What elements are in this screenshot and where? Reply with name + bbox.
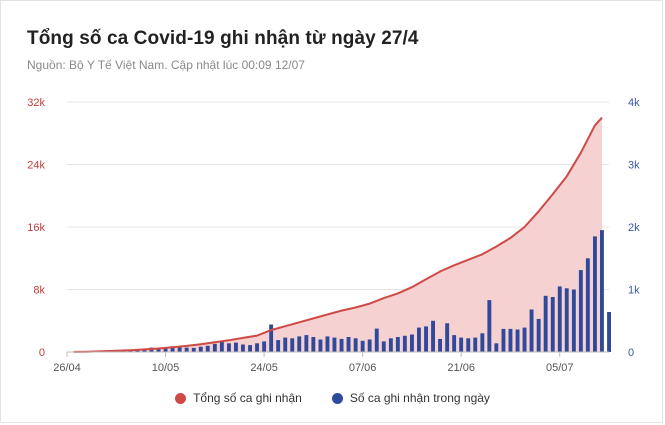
daily-bar — [184, 347, 189, 352]
daily-bar — [177, 347, 182, 352]
daily-bar — [227, 343, 231, 353]
legend-item-daily[interactable]: Số ca ghi nhận trong ngày — [331, 391, 490, 405]
y-left-tick-label: 8k — [33, 285, 45, 297]
x-tick-label: 21/06 — [447, 362, 475, 374]
chart-title: Tổng số ca Covid-19 ghi nhận từ ngày 27/… — [27, 28, 419, 49]
y-right-tick-label: 0 — [628, 347, 634, 359]
daily-bar — [290, 338, 295, 353]
daily-bar — [593, 236, 597, 352]
daily-bar — [156, 348, 161, 352]
legend-label-daily: Số ca ghi nhận trong ngày — [349, 391, 490, 405]
daily-bar — [297, 336, 302, 352]
daily-bar — [353, 338, 358, 353]
daily-bar — [374, 328, 379, 352]
chart-source-note: Nguồn: Bộ Y Tế Việt Nam. Cập nhật lúc 00… — [27, 58, 305, 72]
y-left-tick-label: 16k — [27, 222, 45, 234]
chart-legend: Tổng số ca ghi nhận Số ca ghi nhận trong… — [1, 391, 664, 405]
daily-bar — [234, 342, 238, 352]
y-right-tick-label: 1k — [628, 285, 640, 297]
daily-bar — [459, 337, 464, 352]
y-left-tick-label: 32k — [27, 97, 45, 109]
daily-bar — [578, 270, 583, 352]
y-left-tick-label: 24k — [27, 160, 45, 172]
daily-bar — [142, 349, 147, 352]
daily-bar — [571, 289, 576, 352]
daily-bar — [318, 339, 323, 352]
daily-bar — [262, 341, 267, 352]
daily-bar — [431, 320, 435, 353]
daily-bar — [304, 335, 309, 352]
daily-bar — [445, 323, 450, 353]
daily-bar — [473, 337, 478, 352]
daily-bar — [163, 348, 168, 353]
daily-bar — [346, 337, 351, 352]
daily-bar — [543, 295, 548, 353]
cumulative-area — [74, 117, 602, 352]
x-tick-label: 26/04 — [53, 362, 81, 374]
daily-bar — [564, 288, 569, 353]
cumulative-area-fill — [74, 117, 602, 352]
daily-bar — [219, 342, 224, 352]
daily-bar — [452, 335, 457, 352]
daily-bar — [360, 340, 365, 353]
daily-bar — [395, 337, 400, 352]
daily-bar — [332, 337, 337, 352]
y-right-tick-label: 3k — [628, 160, 640, 172]
daily-bar — [311, 337, 316, 352]
y-right-tick-label: 4k — [628, 97, 640, 109]
x-tick-label: 05/07 — [546, 362, 574, 374]
daily-bar — [255, 343, 259, 353]
daily-bar — [600, 230, 604, 352]
daily-bar — [550, 297, 555, 352]
daily-bar — [402, 335, 407, 353]
daily-bar — [269, 324, 274, 352]
legend-swatch-cumulative — [175, 392, 187, 404]
daily-bar — [508, 328, 513, 352]
daily-bar — [536, 318, 541, 352]
daily-bar — [381, 341, 386, 352]
legend-label-cumulative: Tổng số ca ghi nhận — [193, 391, 302, 405]
daily-bar — [557, 286, 562, 352]
daily-bar — [585, 258, 590, 353]
daily-bar — [248, 345, 252, 352]
x-tick-label: 10/05 — [152, 362, 180, 374]
daily-bar — [466, 338, 471, 353]
daily-bar — [487, 300, 492, 352]
daily-bars — [72, 230, 611, 353]
daily-bar — [283, 337, 288, 352]
daily-bar — [522, 327, 527, 352]
x-tick-label: 07/06 — [349, 362, 377, 374]
cumulative-line — [73, 116, 603, 353]
cumulative-line-layer — [73, 116, 603, 353]
daily-bar — [494, 343, 499, 353]
x-tick-label: 24/05 — [250, 362, 278, 374]
daily-bar — [607, 312, 611, 352]
daily-bar — [205, 345, 210, 353]
daily-bar — [191, 347, 196, 352]
daily-bar — [325, 336, 330, 352]
y-left-tick-label: 0 — [39, 347, 45, 359]
daily-bar — [198, 346, 203, 352]
daily-bar — [424, 326, 428, 352]
legend-swatch-daily — [331, 392, 343, 404]
daily-bar — [501, 328, 506, 352]
daily-bar — [417, 327, 421, 352]
daily-bar — [480, 333, 485, 353]
daily-bar — [367, 339, 372, 352]
daily-bar — [515, 329, 520, 352]
y-right-tick-label: 2k — [628, 222, 640, 234]
daily-bar — [339, 338, 344, 352]
daily-bar — [241, 344, 245, 352]
daily-bar — [276, 340, 281, 352]
daily-bar — [410, 334, 414, 352]
daily-bar — [212, 343, 217, 352]
axes: 0 8k 16k 24k 32k 0 1k 2k 3k 4k 26/04 10/05 24/05 07/0… — [27, 97, 640, 374]
daily-bar — [388, 338, 393, 353]
daily-bar — [170, 346, 175, 352]
legend-item-cumulative[interactable]: Tổng số ca ghi nhận — [175, 391, 302, 405]
daily-bar — [529, 309, 534, 352]
daily-bar — [438, 338, 442, 352]
